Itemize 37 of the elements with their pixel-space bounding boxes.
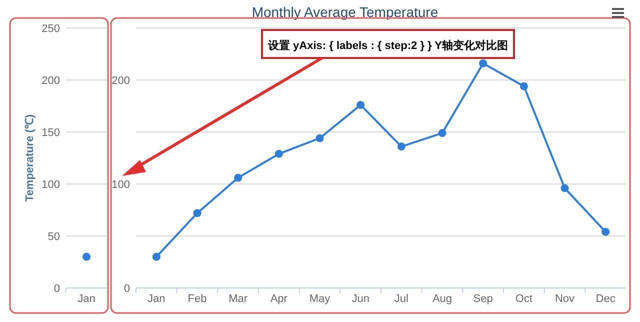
point [274,150,283,158]
x-tick-label: Mar [228,293,248,305]
chart-title: Monthly Average Temperature [252,4,438,20]
y-tick-label: 250 [42,23,60,35]
x-tick-label: Jan [78,293,96,305]
point [234,174,242,182]
x-tick-label: Nov [554,293,576,305]
x-tick-label: Sep [473,293,493,305]
point [397,142,406,151]
y-tick-label: 0 [54,283,60,295]
annotation: 设置 yAxis: { labels : { step:2 } } Y轴变化对比图 [266,39,508,52]
y-tick-label: 200 [112,75,130,87]
y-tick-label: 100 [112,179,130,191]
x-tick-label: Jun [352,293,370,305]
y-axis-title: Temperature (℃) [24,114,36,202]
point [520,82,528,90]
x-tick-label: Feb [188,293,207,305]
y-tick-label: 100 [42,179,60,191]
x-tick-label: Jan [148,293,166,305]
x-tick-label: Dec [596,293,616,305]
x-tick-label: Apr [270,293,288,305]
x-tick-label: May [309,293,331,305]
point [560,184,569,192]
point [438,129,446,138]
y-tick-label: 50 [48,231,60,243]
y-tick-label: 0 [124,283,130,295]
x-tick-label: Aug [432,293,452,305]
y-tick-label: 200 [42,75,60,87]
point [602,228,610,236]
y-tick-label: 150 [42,127,60,139]
point [152,252,160,261]
x-tick-label: Jul [394,293,408,305]
point [316,134,324,142]
point [193,209,202,218]
point [356,100,365,109]
x-tick-label: Oct [515,293,532,305]
point [479,59,488,68]
